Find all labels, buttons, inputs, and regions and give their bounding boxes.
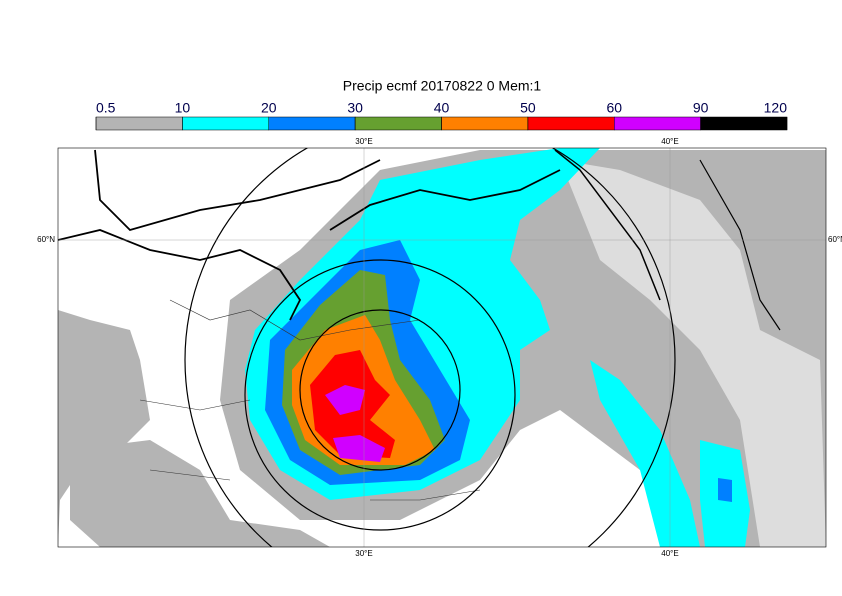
- border: [139, 299, 481, 501]
- coastline: [58, 229, 302, 321]
- clear-area: [560, 160, 826, 547]
- colorbar-box: [614, 116, 701, 131]
- contour-circle: [184, 148, 676, 547]
- coastline: [94, 149, 381, 232]
- lon-label: 40°E: [661, 137, 678, 146]
- coastline: [699, 159, 781, 331]
- precip-20: [718, 478, 732, 502]
- precip-60: [333, 435, 385, 462]
- colorbar-label: 40: [434, 100, 450, 116]
- contour-circle: [299, 309, 461, 471]
- title: Precip ecmf 20170822 0 Mem:1: [343, 78, 542, 94]
- precip-10: [590, 360, 700, 547]
- lon-label: 40°E: [661, 549, 678, 558]
- colorbar-label: 60: [606, 100, 622, 116]
- colorbar-label: 0.5: [96, 100, 116, 116]
- colorbar-label: 10: [175, 100, 191, 116]
- colorbar-box: [354, 116, 442, 131]
- colorbar: 0.5 10 20 30 40 50 60 90 120: [95, 100, 788, 131]
- gray-area: [58, 310, 150, 547]
- colorbar-box: [182, 116, 269, 131]
- map-frame: [57, 147, 827, 548]
- colorbar-box: [268, 116, 356, 131]
- lat-label: 60°N: [37, 235, 55, 244]
- colorbar-box: [700, 116, 788, 131]
- colorbar-box: [95, 116, 183, 131]
- colorbar-label: 120: [764, 100, 788, 116]
- contour-circle: [244, 259, 516, 531]
- colorbar-label: 20: [261, 100, 277, 116]
- lat-label-clip: 60°N: [828, 235, 842, 244]
- precip-60: [325, 385, 365, 415]
- lon-label: 30°E: [355, 549, 372, 558]
- gray-area: [70, 440, 330, 547]
- lon-label: 30°E: [355, 137, 372, 146]
- colorbar-label: 50: [520, 100, 536, 116]
- coastline: [554, 149, 661, 301]
- map-area: [58, 148, 826, 547]
- colorbar-label: 30: [347, 100, 363, 116]
- coastline: [329, 169, 561, 231]
- lat-label: 60°N: [828, 235, 842, 244]
- colorbar-box: [527, 116, 615, 131]
- colorbar-box: [441, 116, 529, 131]
- colorbar-label: 90: [693, 100, 709, 116]
